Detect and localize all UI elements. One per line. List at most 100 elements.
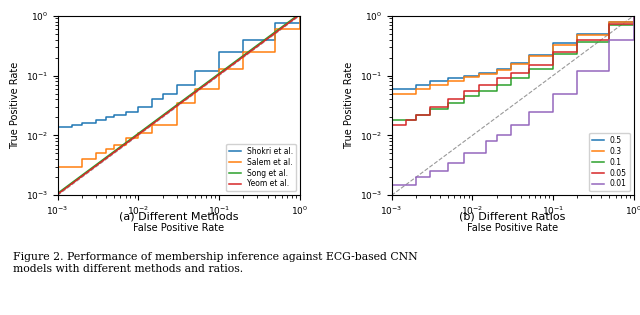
Salem et al. [148, 123, 156, 127]
Shokri et al. [173, 92, 180, 95]
0.5 [388, 87, 396, 91]
0.5 [475, 71, 483, 75]
0.01 [573, 69, 581, 73]
0.3 [444, 79, 452, 83]
0.01 [549, 110, 557, 113]
0.3 [444, 83, 452, 87]
0.01 [507, 134, 515, 137]
0.3 [605, 20, 613, 24]
Shokri et al. [271, 21, 279, 25]
0.05 [444, 98, 452, 101]
Text: Figure 2. Performance of membership inference against ECG-based CNN
models with : Figure 2. Performance of membership infe… [13, 252, 417, 274]
Salem et al. [271, 27, 279, 31]
Yeom et al. [54, 192, 61, 196]
Shokri et al. [239, 50, 247, 54]
Salem et al. [296, 14, 303, 18]
Shokri et al. [78, 123, 86, 127]
Salem et al. [271, 50, 279, 54]
0.05 [605, 22, 613, 26]
Salem et al. [215, 87, 223, 91]
Shokri et al. [148, 98, 156, 101]
0.1 [412, 113, 420, 117]
0.3 [426, 83, 434, 87]
0.01 [426, 169, 434, 173]
Shokri et al. [78, 121, 86, 125]
0.3 [525, 54, 532, 58]
0.05 [549, 50, 557, 54]
Yeom et al. [132, 134, 140, 138]
0.01 [525, 123, 532, 127]
Yeom et al. [150, 121, 157, 125]
0.05 [493, 77, 500, 80]
0.3 [507, 68, 515, 72]
Salem et al. [78, 158, 86, 161]
Shokri et al. [271, 38, 279, 42]
0.1 [388, 118, 396, 122]
Salem et al. [102, 152, 110, 155]
Y-axis label: True Positive Rate: True Positive Rate [344, 62, 354, 149]
0.05 [426, 105, 434, 109]
0.5 [507, 67, 515, 71]
0.05 [426, 113, 434, 117]
Legend: Shokri et al., Salem et al., Song et al., Yeom et al.: Shokri et al., Salem et al., Song et al.… [226, 144, 296, 192]
Yeom et al. [296, 14, 303, 18]
Line: Song et al.: Song et al. [58, 16, 300, 193]
Salem et al. [173, 101, 180, 105]
Line: 0.5: 0.5 [392, 16, 634, 89]
0.3 [573, 43, 581, 46]
0.1 [573, 52, 581, 56]
Legend: 0.5, 0.3, 0.1, 0.05, 0.01: 0.5, 0.3, 0.1, 0.05, 0.01 [589, 133, 630, 192]
0.01 [483, 139, 490, 143]
0.5 [475, 74, 483, 77]
0.01 [493, 134, 500, 137]
0.5 [493, 71, 500, 75]
0.5 [525, 61, 532, 65]
0.5 [605, 32, 613, 36]
Salem et al. [191, 101, 198, 105]
0.05 [525, 63, 532, 67]
Salem et al. [102, 147, 110, 151]
0.5 [573, 32, 581, 36]
0.1 [461, 101, 468, 105]
0.05 [461, 98, 468, 101]
0.01 [630, 38, 637, 42]
0.01 [630, 14, 637, 18]
0.3 [412, 92, 420, 95]
0.3 [573, 33, 581, 37]
Song et al. [296, 14, 303, 18]
Song et al. [132, 133, 140, 137]
Salem et al. [78, 165, 86, 169]
0.05 [525, 71, 532, 75]
0.3 [493, 72, 500, 76]
0.01 [525, 110, 532, 113]
Shokri et al. [159, 98, 166, 101]
0.05 [388, 123, 396, 127]
0.1 [461, 94, 468, 98]
0.1 [605, 40, 613, 43]
0.1 [475, 94, 483, 98]
Salem et al. [191, 87, 198, 91]
Line: 0.3: 0.3 [392, 16, 634, 94]
Song et al. [228, 62, 236, 66]
0.3 [525, 62, 532, 66]
0.1 [493, 89, 500, 93]
Yeom et al. [230, 62, 237, 66]
Song et al. [83, 170, 90, 174]
0.1 [507, 77, 515, 80]
0.05 [493, 83, 500, 87]
0.05 [461, 89, 468, 93]
0.3 [475, 72, 483, 76]
Song et al. [150, 120, 157, 124]
0.5 [630, 14, 637, 18]
Salem et al. [215, 67, 223, 71]
Text: (b) Different Ratios: (b) Different Ratios [460, 211, 566, 221]
Shokri et al. [68, 123, 76, 127]
0.05 [402, 123, 410, 127]
0.01 [483, 152, 490, 155]
0.5 [444, 79, 452, 83]
Salem et al. [134, 136, 142, 140]
0.05 [630, 22, 637, 26]
0.5 [507, 61, 515, 65]
Salem et al. [54, 165, 61, 169]
Shokri et al. [134, 105, 142, 109]
